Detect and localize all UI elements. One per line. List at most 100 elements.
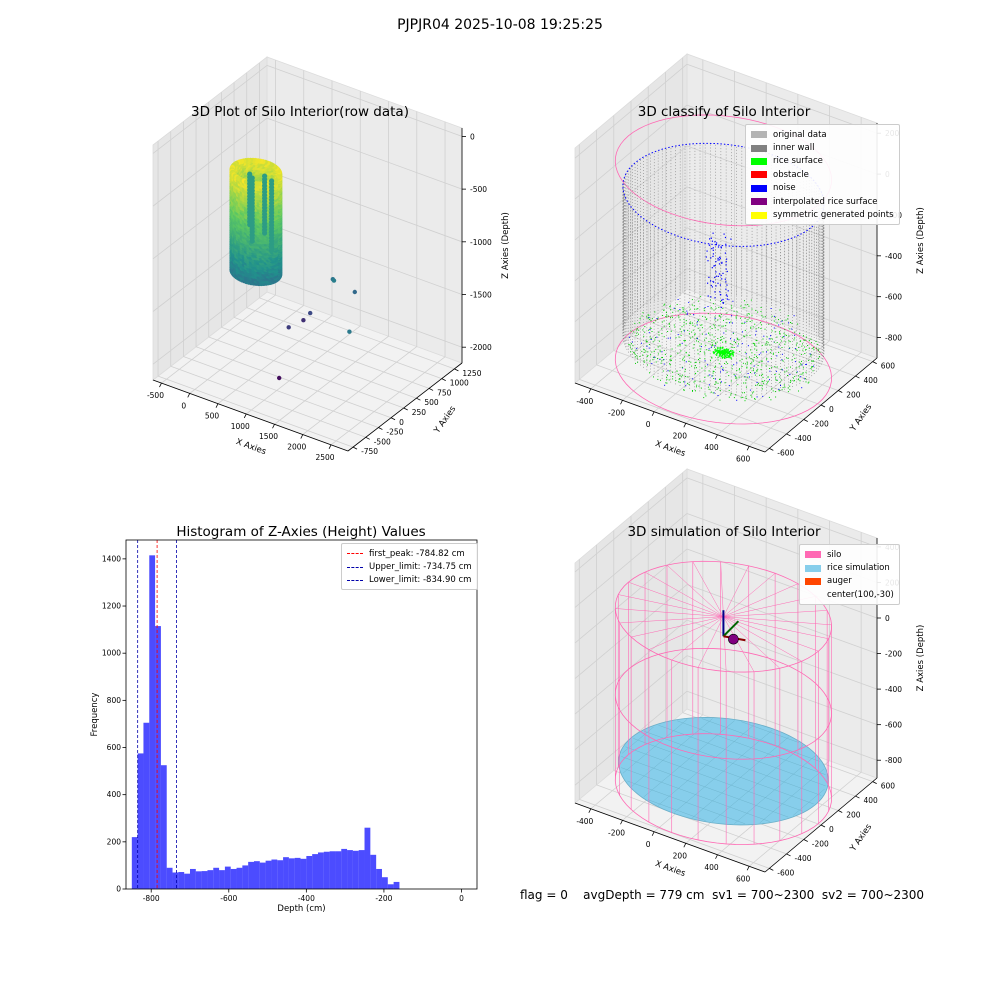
p2-rice-surface-point bbox=[661, 357, 663, 359]
p2-rice-surface-point bbox=[676, 370, 678, 372]
p2-rice-surface-point bbox=[742, 307, 744, 309]
p2-rice-surface-point bbox=[713, 340, 715, 342]
p2-rice-surface-point bbox=[659, 358, 661, 360]
p1-ygrid bbox=[170, 365, 366, 438]
p2-rice-surface-point bbox=[811, 366, 813, 368]
p4-ytick bbox=[872, 781, 877, 784]
p1-axes: -50005001000150020002500-750-500-2500250… bbox=[147, 56, 511, 462]
p2-rice-surface-point bbox=[723, 319, 724, 321]
histogram-legend: first_peak: -784.82 cm Upper_limit: -734.… bbox=[341, 543, 478, 591]
p2-rice-surface-point bbox=[793, 339, 795, 341]
p2-rice-surface-point bbox=[710, 299, 711, 301]
p2-rice-surface-point bbox=[767, 381, 769, 383]
p2-rice-surface-point bbox=[800, 363, 802, 365]
p2-noise-point bbox=[718, 263, 721, 265]
p2-rice-surface-point bbox=[631, 341, 633, 343]
p2-rice-surface-point bbox=[746, 367, 748, 369]
p2-rice-surface-point bbox=[713, 351, 716, 353]
p2-rice-surface-point bbox=[711, 339, 713, 341]
histogram-bar bbox=[300, 858, 307, 889]
p2-rice-surface-point bbox=[679, 319, 681, 321]
p2-rice-surface-point bbox=[636, 347, 638, 349]
panel2-title: 3D classify of Silo Interior bbox=[637, 104, 811, 120]
p1-ytick bbox=[352, 446, 358, 450]
p2-rice-surface-point bbox=[725, 352, 727, 354]
histogram-bar bbox=[277, 860, 284, 889]
p2-rice-surface-point bbox=[714, 319, 716, 321]
p4-xtick bbox=[683, 843, 687, 848]
p2-rice-surface-point bbox=[802, 343, 803, 345]
p2-rice-surface-point bbox=[805, 339, 807, 341]
p2-rice-surface-point bbox=[726, 371, 728, 373]
p2-rice-surface-point bbox=[716, 353, 718, 355]
p2-rice-surface-point bbox=[756, 356, 757, 358]
p4-ygrid bbox=[579, 799, 770, 869]
p2-rice-surface-point bbox=[644, 331, 646, 333]
p2-rice-surface-point bbox=[731, 358, 733, 360]
p2-rice-surface-point bbox=[749, 334, 751, 336]
p2-rice-surface-point bbox=[661, 351, 663, 353]
p2-xtick bbox=[588, 388, 592, 393]
p2-rice-surface-point bbox=[791, 322, 793, 324]
p2-rice-surface-point bbox=[736, 314, 738, 316]
p4-silo-roof-spoke bbox=[615, 608, 724, 617]
p2-rice-surface-point bbox=[713, 392, 715, 394]
p2-rice-surface-point bbox=[660, 362, 662, 364]
p4-ytick bbox=[786, 853, 791, 857]
p1-outlier-point bbox=[301, 318, 306, 323]
p2-rice-surface-point bbox=[702, 315, 704, 317]
histogram-ytick-label: 400 bbox=[107, 790, 122, 799]
p4-ztick-label: -800 bbox=[885, 756, 902, 765]
p4-rice-mesh bbox=[644, 730, 822, 796]
histogram-bar bbox=[219, 870, 225, 889]
p2-rice-surface-point bbox=[761, 360, 763, 362]
p2-rice-surface-point bbox=[789, 385, 791, 387]
p4-zgrid bbox=[686, 584, 878, 654]
footer-readout: flag = 0 avgDepth = 779 cm sv1 = 700~230… bbox=[520, 888, 924, 902]
histogram-bar bbox=[335, 851, 342, 889]
p1-outlier-point bbox=[352, 289, 357, 295]
p2-rice-surface-point bbox=[776, 366, 778, 368]
p2-rice-surface-point bbox=[683, 329, 685, 331]
p2-rice-surface-point bbox=[737, 345, 739, 347]
p2-rice-surface-point bbox=[733, 364, 735, 366]
p2-rice-surface-point bbox=[755, 328, 757, 330]
p1-xtick-label: 2000 bbox=[287, 443, 306, 452]
p2-rice-surface-point bbox=[665, 382, 667, 384]
p2-rice-surface-point bbox=[715, 307, 717, 309]
p2-rice-surface-point bbox=[738, 339, 740, 341]
p2-rice-surface-point bbox=[794, 361, 796, 363]
p2-rice-surface-point bbox=[759, 374, 761, 376]
p1-ztick-label: 0 bbox=[470, 132, 475, 141]
p2-rice-surface-point bbox=[716, 388, 718, 390]
p2-rice-surface-point bbox=[729, 352, 731, 355]
p4-silo-roof-spoke bbox=[697, 616, 724, 668]
p2-rice-surface-point bbox=[668, 379, 670, 381]
p2-rice-surface-point bbox=[708, 384, 710, 386]
p2-rice-surface-point bbox=[633, 352, 635, 354]
p2-rice-surface-point bbox=[771, 330, 773, 332]
p2-rice-surface-point bbox=[805, 381, 807, 383]
p2-rice-surface-point bbox=[692, 329, 694, 331]
p2-rice-surface-point bbox=[670, 309, 672, 311]
p2-rice-surface-point bbox=[756, 340, 758, 342]
p2-rice-surface-point bbox=[790, 380, 792, 382]
p2-rice-surface-point bbox=[789, 382, 791, 383]
p4-ytick-label: 600 bbox=[881, 782, 896, 791]
p2-rice-surface-point bbox=[643, 348, 645, 350]
p4-legend-swatch bbox=[805, 564, 821, 572]
p2-rice-surface-point bbox=[714, 325, 716, 327]
p1-xgrid bbox=[330, 356, 446, 446]
p4-silo-roof-spoke bbox=[720, 561, 724, 617]
p2-noise-point bbox=[708, 276, 710, 278]
p2-rice-surface-point bbox=[696, 322, 698, 324]
p2-ytick bbox=[838, 390, 843, 393]
p2-rice-surface-point bbox=[783, 332, 785, 334]
p2-rice-surface-point bbox=[687, 312, 689, 314]
p2-rice-surface-point bbox=[780, 340, 782, 342]
histogram-bar bbox=[189, 868, 196, 889]
p2-rice-surface-point bbox=[696, 308, 698, 310]
p2-rice-surface-point bbox=[683, 318, 685, 320]
p2-noise-point bbox=[723, 233, 725, 235]
p4-silo-roof-spoke bbox=[618, 594, 724, 617]
